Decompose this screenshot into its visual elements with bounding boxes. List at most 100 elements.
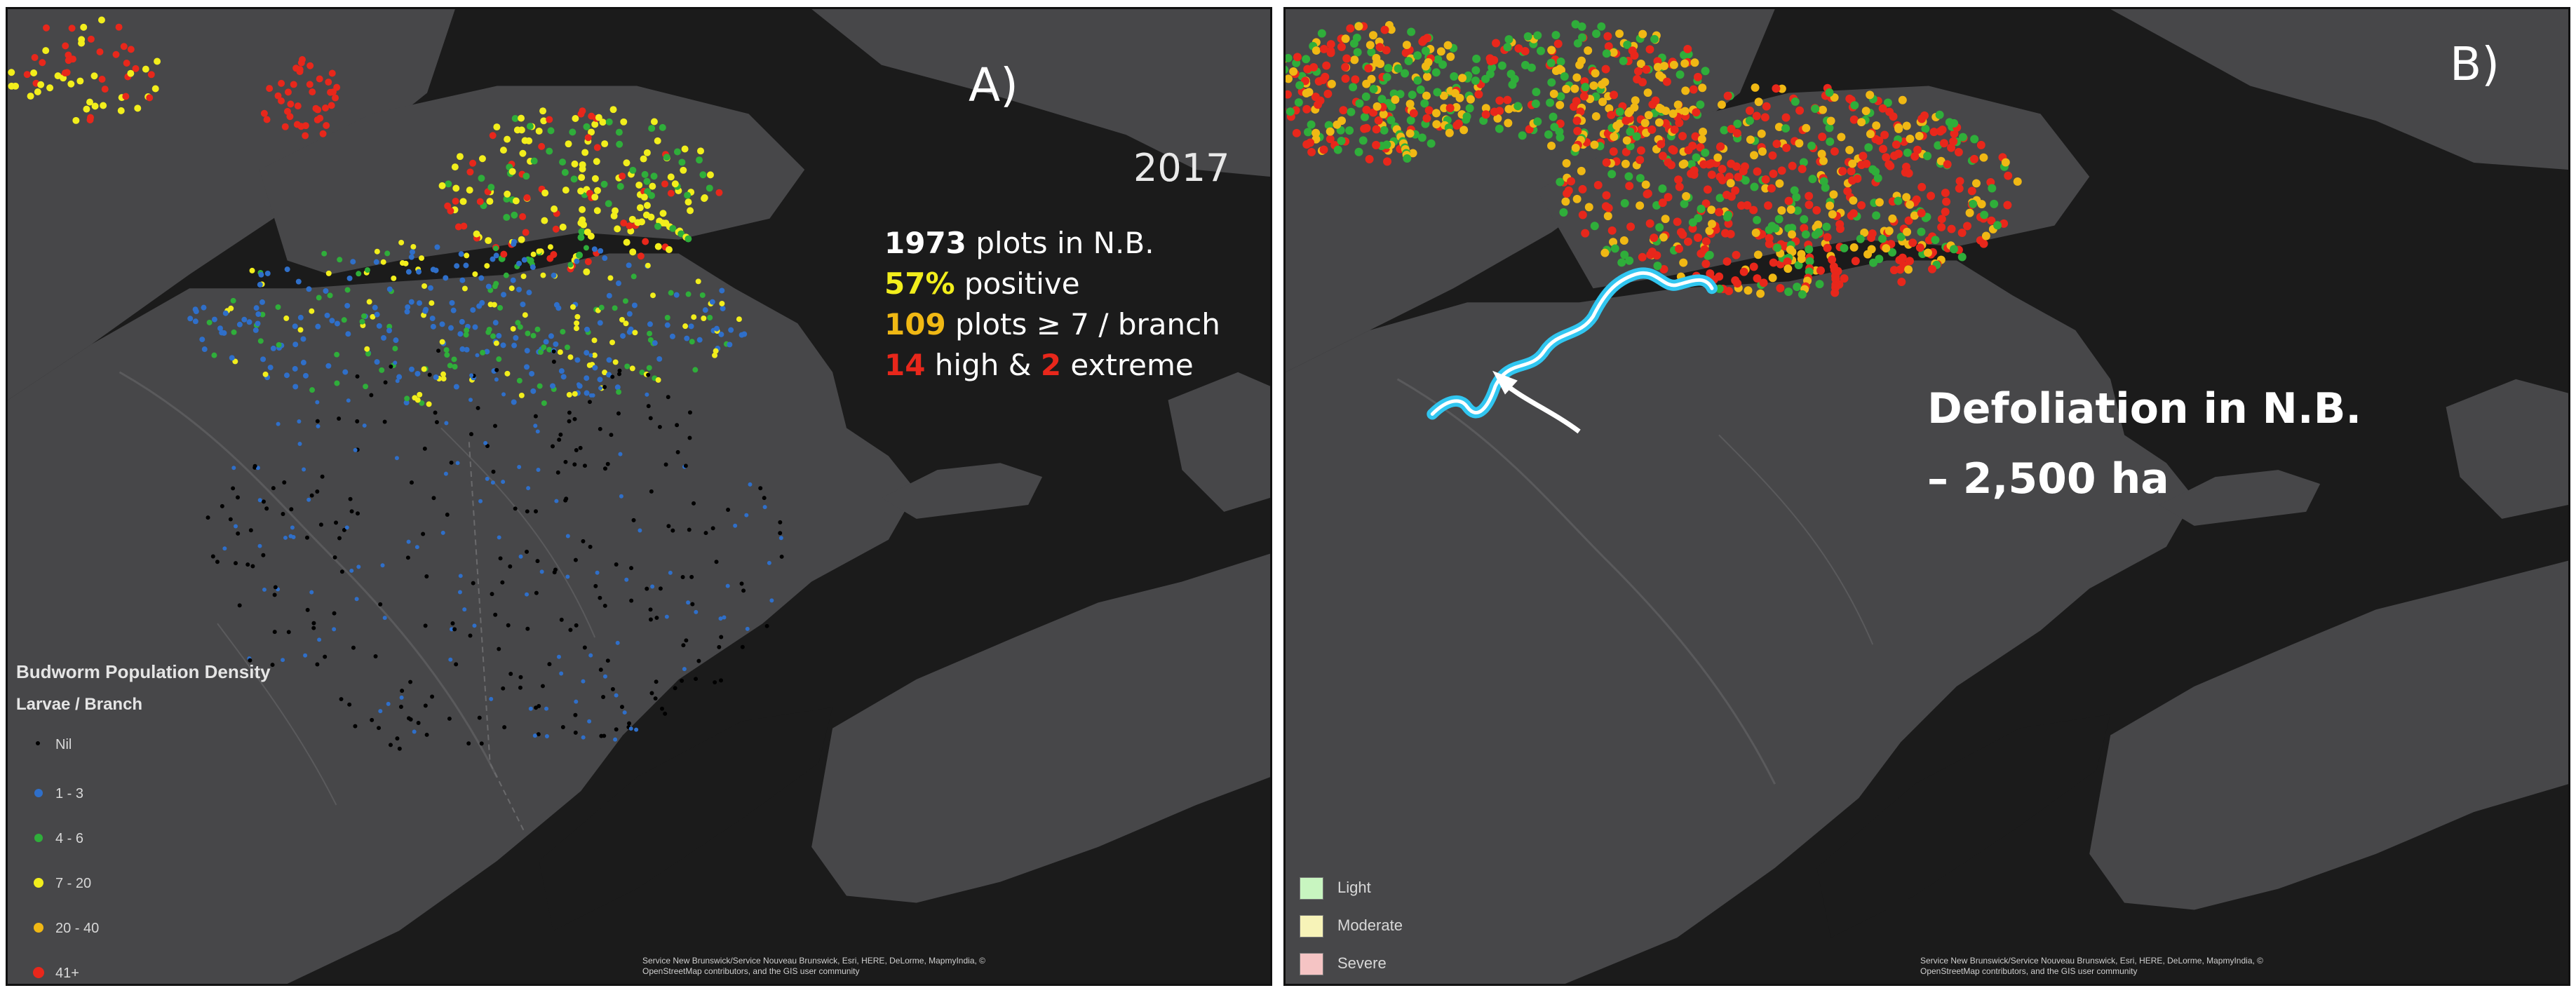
plot-point <box>329 88 337 96</box>
defoliation-pixel <box>1578 33 1586 42</box>
plot-point <box>491 469 496 474</box>
plot-point <box>719 287 725 294</box>
plot-point <box>267 365 274 371</box>
plot-point <box>619 317 625 323</box>
plot-point <box>696 337 703 343</box>
plot-point <box>614 693 619 698</box>
defoliation-pixel <box>1903 148 1912 157</box>
plot-point <box>552 225 560 233</box>
defoliation-pixel <box>1750 182 1759 191</box>
plot-point <box>206 319 213 325</box>
defoliation-pixel <box>1547 141 1556 150</box>
defoliation-pixel <box>1427 139 1436 148</box>
plot-point <box>309 387 316 393</box>
plot-point <box>487 302 494 308</box>
plot-point <box>560 724 565 729</box>
plot-point <box>567 419 572 424</box>
defoliation-pixel <box>1751 229 1760 237</box>
defoliation-pixel <box>1935 110 1944 119</box>
plot-point <box>230 297 236 304</box>
plot-point <box>274 92 282 100</box>
defoliation-pixel <box>1769 258 1778 267</box>
defoliation-pixel <box>1404 57 1413 66</box>
plot-point <box>553 341 559 347</box>
defoliation-pixel <box>1829 190 1838 199</box>
plot-point <box>378 709 383 714</box>
plot-point <box>546 346 553 353</box>
defoliation-pixel <box>1753 274 1762 283</box>
defoliation-pixel <box>2003 201 2012 210</box>
plot-point <box>302 372 309 379</box>
defoliation-pixel <box>1372 125 1381 134</box>
defoliation-pixel <box>1589 81 1598 90</box>
plot-point <box>648 607 653 612</box>
plot-point <box>616 140 623 148</box>
plot-point <box>483 440 488 445</box>
defoliation-pixel <box>1572 97 1581 106</box>
defoliation-pixel <box>1775 179 1784 188</box>
defoliation-pixel <box>1311 128 1321 137</box>
plot-point <box>400 689 405 693</box>
defoliation-pixel <box>1422 91 1431 100</box>
defoliation-pixel <box>1547 78 1556 87</box>
plot-point <box>578 174 586 182</box>
defoliation-pixel <box>1783 257 1792 266</box>
defoliation-pixel <box>1286 90 1292 99</box>
defoliation-pixel <box>1575 60 1584 69</box>
plot-point <box>646 404 651 409</box>
defoliation-pixel <box>1626 127 1635 136</box>
plot-point <box>630 273 637 280</box>
plot-point <box>540 117 548 125</box>
plot-point <box>706 171 714 179</box>
plot-point <box>211 316 217 323</box>
defoliation-pixel <box>1683 44 1692 53</box>
defoliation-pixel <box>1387 25 1396 34</box>
defoliation-pixel <box>1549 112 1558 121</box>
plot-point <box>597 320 603 326</box>
plot-point <box>422 308 429 314</box>
plot-point <box>741 588 746 593</box>
plot-point <box>567 354 574 360</box>
plot-point <box>449 627 454 632</box>
plot-point <box>680 166 687 174</box>
defoliation-pixel <box>1902 193 1911 202</box>
defoliation-pixel <box>1782 143 1791 152</box>
plot-point <box>403 400 410 406</box>
defoliation-pixel <box>1617 258 1626 267</box>
plot-point <box>478 155 486 163</box>
plot-point <box>408 717 413 722</box>
extreme-text: extreme <box>1061 348 1194 382</box>
plot-point <box>648 125 656 133</box>
defoliation-pixel <box>1493 114 1502 123</box>
defoliation-pixel <box>1347 107 1356 116</box>
defoliation-pixel <box>1902 121 1911 130</box>
panel-label-a: A) <box>969 58 1018 112</box>
defoliation-pixel <box>1670 125 1679 134</box>
defoliation-pixel <box>1573 39 1582 48</box>
defoliation-pixel <box>1776 284 1785 292</box>
defoliation-pixel <box>1680 59 1690 68</box>
plot-point <box>583 123 591 130</box>
plot-point <box>459 277 466 283</box>
plot-point <box>383 380 388 385</box>
legend-title: Budworm Population Density <box>16 661 271 682</box>
defoliation-pixel <box>1675 244 1684 253</box>
plot-point <box>740 644 745 649</box>
plot-point <box>684 638 689 643</box>
plot-point <box>559 617 564 622</box>
plot-point <box>319 130 327 137</box>
plot-point <box>283 372 290 379</box>
plot-point <box>508 564 513 569</box>
defoliation-pixel <box>1745 116 1754 126</box>
plot-point <box>379 367 385 373</box>
plot-point <box>468 633 473 638</box>
defoliation-pixel <box>1967 187 1976 196</box>
plot-point <box>419 400 425 406</box>
plot-point <box>602 466 607 471</box>
plot-point <box>539 569 544 574</box>
defoliation-pixel <box>1408 149 1417 158</box>
plot-point <box>134 104 142 112</box>
defoliation-pixel <box>1819 177 1828 186</box>
legend-label-20-40: 20 - 40 <box>55 921 100 936</box>
defoliation-pixel <box>1898 95 1907 104</box>
